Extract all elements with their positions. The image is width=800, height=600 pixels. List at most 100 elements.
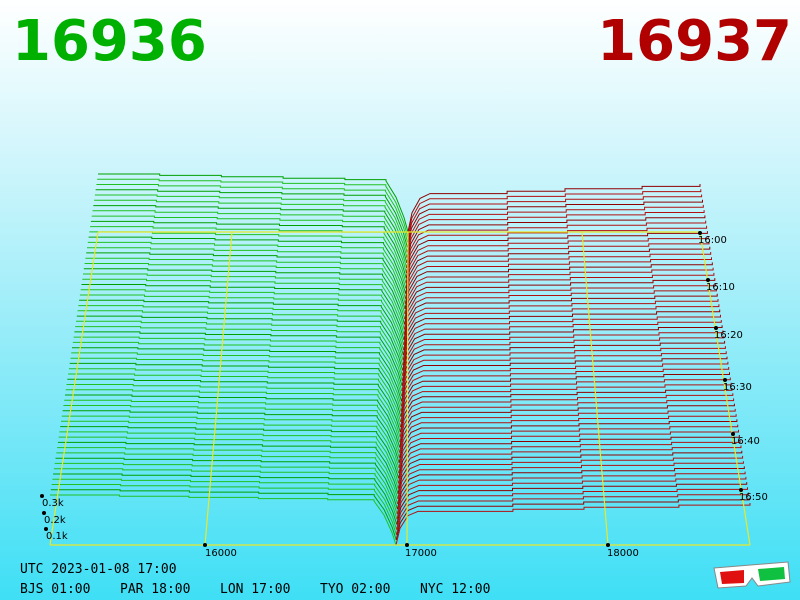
depth-line: [402, 320, 722, 366]
depth-line: [69, 362, 402, 417]
depth-line: [76, 315, 404, 371]
depth-line: [90, 226, 407, 284]
depth-line: [407, 189, 702, 238]
depth-line: [402, 309, 721, 356]
depth-line: [398, 424, 739, 469]
depth-line: [404, 278, 716, 325]
depth-line: [404, 252, 712, 299]
depth-line: [82, 278, 405, 335]
depth-line: [74, 331, 403, 387]
tick-dot: [606, 543, 610, 547]
clock: UTC 2023-01-08 17:00 BJS 01:00 PAR 18:00…: [20, 562, 490, 597]
depth-line: [396, 487, 748, 530]
depth-line: [62, 410, 400, 464]
depth-line: [94, 199, 408, 258]
depth-line: [80, 289, 405, 346]
depth-line: [59, 431, 399, 484]
depth-line: [398, 414, 737, 458]
depth-line: [68, 368, 402, 423]
depth-line: [401, 340, 726, 387]
city-time: BJS 01:00: [20, 582, 90, 597]
utc-time: UTC 2023-01-08 17:00: [20, 562, 177, 577]
tick-dot: [731, 432, 735, 436]
depth-line: [398, 435, 740, 479]
depth-line: [78, 305, 404, 361]
time-label: 16:00: [698, 235, 727, 246]
grid-line: [406, 231, 409, 546]
depth-line: [399, 403, 735, 448]
depth-line: [405, 236, 709, 284]
depth-line: [404, 272, 715, 320]
tick-dot: [203, 543, 207, 547]
depth-line: [395, 503, 751, 546]
depth-line: [406, 220, 707, 269]
tick-dot: [44, 527, 48, 531]
volume-axis: 0.3k 0.2k 0.1k: [40, 494, 68, 542]
depth-line: [72, 341, 403, 397]
depth-line: [96, 184, 409, 243]
depth-line: [407, 194, 703, 243]
depth-line: [65, 394, 401, 448]
depth-line: [66, 384, 401, 438]
depth-line: [398, 429, 739, 474]
volume-label: 0.3k: [42, 498, 64, 509]
depth-line: [61, 420, 400, 474]
depth-line: [79, 294, 404, 351]
depth-line: [400, 367, 730, 412]
depth-line: [91, 215, 407, 274]
depth-line: [405, 225, 708, 274]
grid-line: [204, 231, 233, 546]
depth-line: [401, 356, 728, 402]
depth-line: [399, 398, 735, 443]
depth-line: [75, 326, 403, 381]
depth-line: [402, 325, 723, 371]
volume-label: 0.2k: [44, 515, 66, 526]
depth-line: [399, 388, 733, 433]
depth-line: [55, 457, 398, 510]
depth-line: [406, 215, 706, 263]
depth-line: [396, 471, 746, 515]
depth-line: [395, 492, 749, 535]
depth-line: [73, 336, 403, 392]
grid-line: [49, 231, 99, 546]
depth-line: [57, 441, 399, 494]
tick-dot: [706, 278, 710, 282]
depth-line: [79, 299, 404, 356]
depth-line: [57, 447, 399, 499]
depth-line: [60, 426, 400, 479]
depth-line: [404, 267, 714, 315]
depth-line: [81, 284, 405, 340]
3d-glasses-icon[interactable]: [713, 561, 791, 589]
depth-line: [396, 466, 745, 510]
depth-line: [61, 415, 400, 469]
depth-line: [405, 246, 711, 294]
depth-line: [53, 473, 398, 525]
depth-line: [406, 210, 705, 258]
depth-line: [401, 351, 727, 397]
depth-line: [397, 450, 743, 494]
price-axis: 16000 17000 18000: [203, 543, 639, 559]
time-label: 16:30: [723, 382, 752, 393]
depth-line: [70, 357, 402, 412]
depth-line: [92, 210, 408, 269]
grid-line: [581, 231, 609, 546]
depth-line: [67, 378, 401, 433]
depth-line: [406, 199, 703, 248]
depth-line: [58, 436, 399, 489]
bid-price: 16936: [12, 9, 207, 74]
depth-line: [404, 262, 713, 310]
price-label: 17000: [405, 548, 437, 559]
depth-line: [405, 241, 710, 289]
time-axis: 16:00 16:10 16:20 16:30 16:40 16:50: [698, 231, 768, 503]
ask-price: 16937: [597, 9, 792, 74]
depth-line: [403, 293, 718, 340]
depth-line: [87, 241, 406, 299]
tick-dot: [739, 488, 743, 492]
floor-grid: [49, 231, 751, 546]
tick-dot: [698, 231, 702, 235]
depth-line: [93, 205, 408, 263]
depth-line: [87, 247, 406, 304]
tick-dot: [405, 543, 409, 547]
